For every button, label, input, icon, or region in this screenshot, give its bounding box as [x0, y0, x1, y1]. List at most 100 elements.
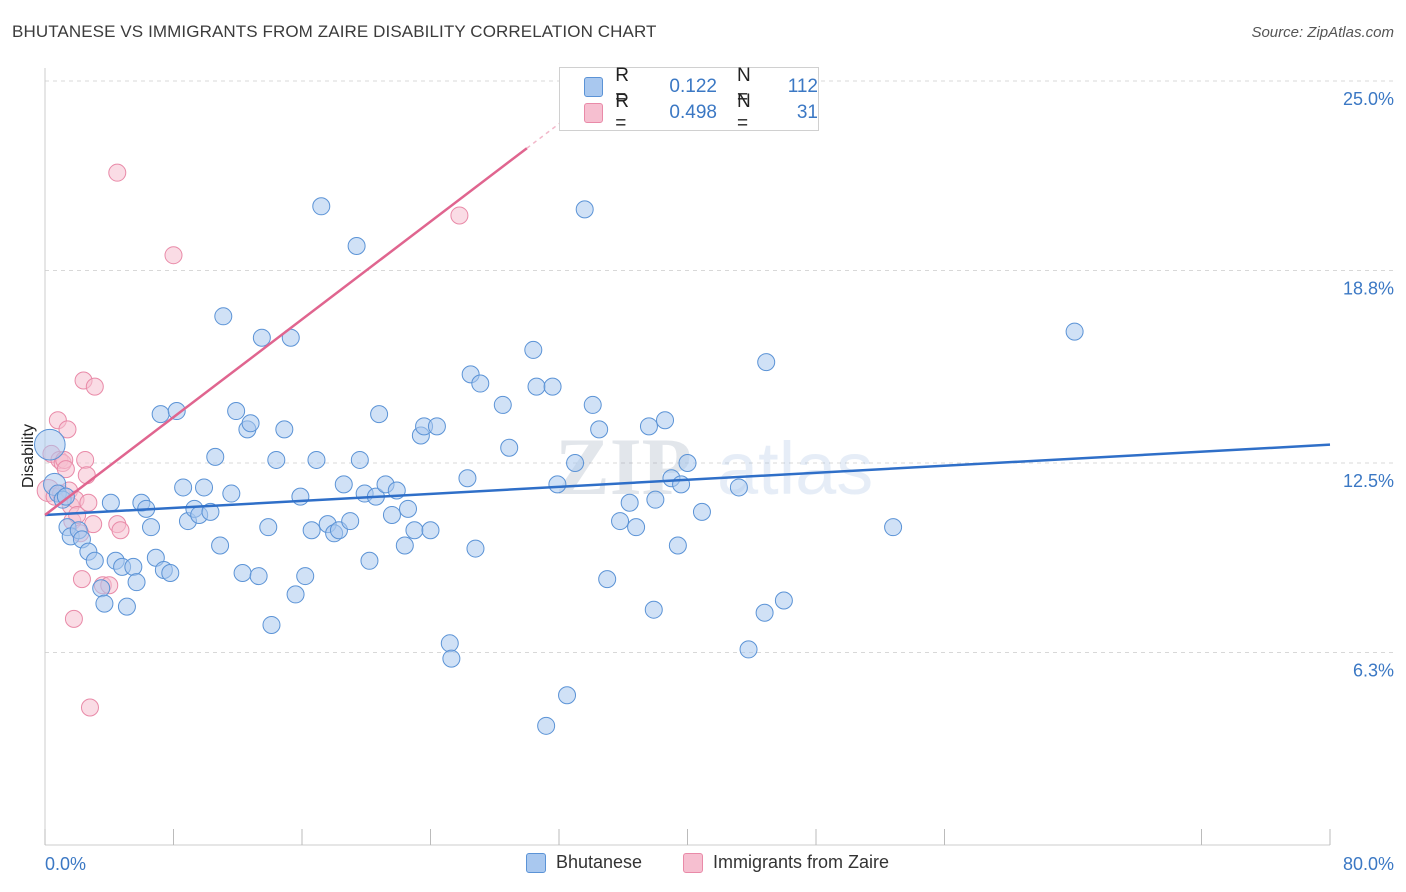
y-tick-label: 18.8%	[1343, 278, 1394, 298]
data-point	[206, 447, 225, 466]
data-point	[341, 512, 360, 531]
data-point	[692, 502, 711, 521]
data-point	[34, 428, 66, 461]
data-point	[222, 484, 241, 503]
data-point	[56, 460, 75, 479]
data-point	[598, 570, 617, 589]
data-point	[291, 487, 310, 506]
data-point	[85, 551, 104, 570]
x-tick-label-max: 80.0%	[1343, 854, 1394, 874]
legend-r-value: 0.122	[669, 76, 717, 97]
data-point	[296, 567, 315, 586]
legend-swatch-blue	[584, 77, 604, 97]
legend-n-value: 31	[796, 102, 818, 123]
data-point	[405, 521, 424, 540]
data-point	[639, 417, 658, 436]
data-point	[127, 573, 146, 592]
data-point	[164, 246, 183, 265]
y-tick-label: 25.0%	[1343, 89, 1394, 109]
legend-swatch-pink	[584, 103, 604, 123]
data-point	[201, 502, 220, 521]
legend-n-label: N =	[736, 91, 751, 134]
data-point	[350, 450, 369, 469]
chart-title: BHUTANESE VS IMMIGRANTS FROM ZAIRE DISAB…	[12, 22, 657, 41]
legend-item-zaire[interactable]: Immigrants from Zaire	[683, 852, 889, 873]
data-point	[72, 570, 91, 589]
data-point	[644, 600, 663, 619]
data-point	[76, 450, 95, 469]
data-point	[1065, 322, 1084, 341]
series-immigrants-from-zaire	[36, 163, 469, 717]
legend-swatch-blue	[526, 852, 546, 873]
data-point	[527, 377, 546, 396]
data-point	[174, 478, 193, 497]
data-point	[458, 469, 477, 488]
data-point	[466, 539, 485, 558]
data-point	[500, 438, 519, 457]
series-bhutanese	[34, 197, 1084, 735]
data-point	[307, 450, 326, 469]
data-point	[672, 475, 691, 494]
data-point	[101, 493, 120, 512]
data-point	[450, 206, 469, 225]
data-point	[347, 237, 366, 256]
legend-label-zaire: Immigrants from Zaire	[713, 852, 890, 872]
data-point	[286, 585, 305, 604]
data-point	[92, 579, 111, 598]
legend-swatch-pink	[683, 852, 703, 873]
data-point	[427, 417, 446, 436]
data-point	[656, 411, 675, 430]
data-point	[312, 197, 331, 216]
data-point	[108, 163, 127, 182]
data-point	[249, 567, 268, 586]
data-point	[757, 353, 776, 372]
data-point	[543, 377, 562, 396]
data-point	[548, 475, 567, 494]
data-point	[275, 420, 294, 439]
legend-row-bhutanese: R = 0.122 N = 112	[584, 65, 818, 108]
watermark: ZIP atlas	[555, 421, 873, 512]
data-point	[142, 518, 161, 537]
data-point	[117, 597, 136, 616]
trend-line-bhutanese	[44, 443, 1331, 517]
data-point	[195, 478, 214, 497]
data-point	[583, 395, 602, 414]
data-point	[590, 420, 609, 439]
data-point	[678, 454, 697, 472]
data-point	[399, 499, 418, 518]
data-point	[627, 518, 646, 537]
y-tick-labels: 6.3% 12.5% 18.8% 25.0%	[1343, 89, 1394, 680]
legend-item-bhutanese[interactable]: Bhutanese	[526, 852, 642, 873]
data-point	[151, 405, 170, 424]
data-point	[739, 640, 758, 659]
data-point	[668, 536, 687, 555]
data-point	[167, 402, 186, 421]
x-tick-marks	[44, 829, 1331, 845]
legend-row-zaire: R = 0.498 N = 31	[584, 91, 818, 134]
data-point	[729, 478, 748, 497]
data-point	[302, 521, 321, 540]
x-tick-label-min: 0.0%	[45, 854, 86, 874]
data-point	[79, 493, 98, 512]
data-point	[884, 518, 903, 537]
data-point	[85, 377, 104, 396]
data-point	[262, 615, 281, 634]
data-point	[493, 395, 512, 414]
legend-n-label: N =	[736, 65, 751, 108]
data-point	[259, 518, 278, 537]
data-point	[227, 402, 246, 421]
y-tick-label: 6.3%	[1353, 660, 1394, 680]
y-axis-title: Disability	[20, 424, 37, 488]
source-label: Source: ZipAtlas.com	[1251, 24, 1394, 41]
legend-label-bhutanese: Bhutanese	[556, 852, 643, 872]
data-point	[382, 505, 401, 524]
data-point	[611, 512, 630, 531]
data-point	[395, 536, 414, 555]
data-point	[471, 374, 490, 393]
data-point	[64, 609, 83, 628]
data-point	[566, 454, 585, 472]
data-point	[77, 466, 96, 485]
legend-n-value: 112	[787, 76, 818, 97]
stats-legend: R = 0.122 N = 112 R = 0.498 N = 31	[559, 65, 819, 134]
